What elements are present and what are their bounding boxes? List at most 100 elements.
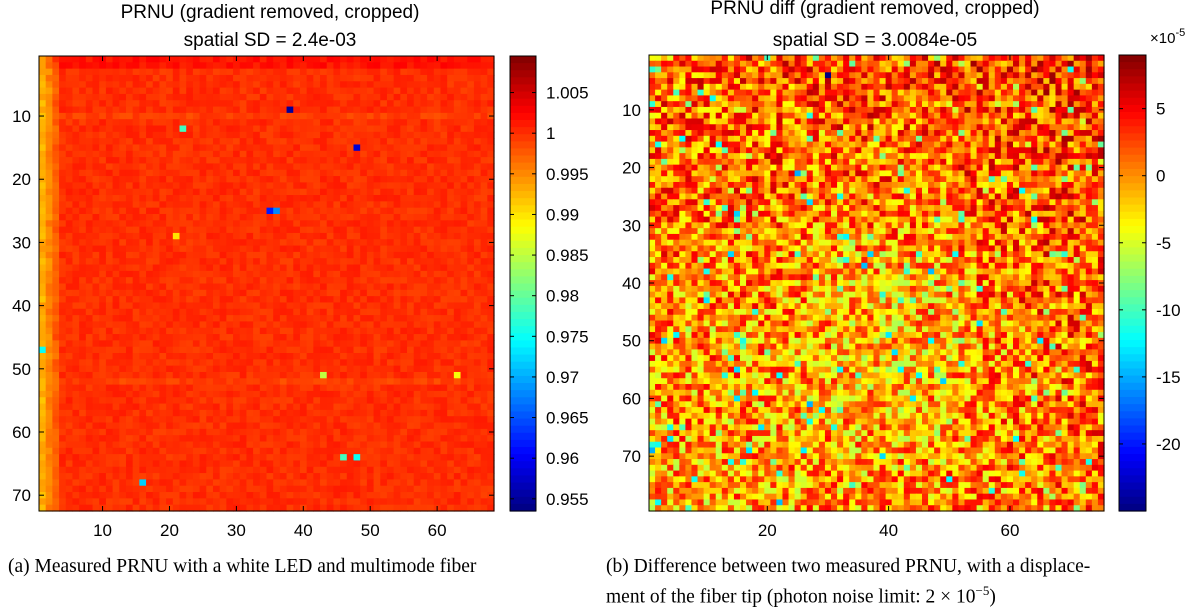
heatmap-cell [461, 195, 468, 202]
heatmap-cell [300, 315, 307, 322]
heatmap-cell [206, 214, 213, 221]
heatmap-cell [200, 284, 207, 291]
heatmap-cell [347, 429, 354, 436]
heatmap-cell [126, 239, 133, 246]
heatmap-cell [99, 252, 106, 259]
heatmap-cell [99, 271, 106, 278]
heatmap-cell [467, 107, 474, 114]
heatmap-cell [414, 277, 421, 284]
heatmap-cell [173, 195, 180, 202]
heatmap-cell [347, 410, 354, 417]
heatmap-cell [360, 284, 367, 291]
heatmap-cell [467, 113, 474, 120]
heatmap-cell [66, 366, 73, 373]
heatmap-cell [133, 277, 140, 284]
heatmap-cell [226, 157, 233, 164]
heatmap-cell [213, 479, 220, 486]
heatmap-cell [414, 208, 421, 215]
heatmap-cell [153, 315, 160, 322]
heatmap-cell [474, 467, 481, 474]
heatmap-cell [260, 157, 267, 164]
heatmap-cell [333, 195, 340, 202]
heatmap-cell [186, 347, 193, 354]
heatmap-cell [353, 492, 360, 499]
heatmap-cell [253, 378, 260, 385]
heatmap-cell [46, 460, 53, 467]
heatmap-cell [119, 138, 126, 145]
x-tick-label: 40 [294, 521, 313, 540]
heatmap-cell [240, 227, 247, 234]
heatmap-cell [146, 448, 153, 455]
heatmap-cell [126, 62, 133, 69]
colorbar-step [510, 355, 536, 363]
heatmap-cell [414, 107, 421, 114]
heatmap-cell [146, 366, 153, 373]
heatmap-cell [481, 227, 488, 234]
heatmap-cell [287, 353, 294, 360]
heatmap-cell [166, 258, 173, 265]
heatmap-cell [139, 113, 146, 120]
heatmap-cell [467, 214, 474, 221]
heatmap-cell [126, 410, 133, 417]
heatmap-cell [66, 492, 73, 499]
heatmap-cell [280, 492, 287, 499]
heatmap-cell [66, 404, 73, 411]
heatmap-cell [86, 334, 93, 341]
heatmap-cell [340, 157, 347, 164]
heatmap-cell [79, 309, 86, 316]
heatmap-cell [307, 416, 314, 423]
heatmap-cell [213, 126, 220, 133]
heatmap-cell [447, 486, 454, 493]
heatmap-cell [481, 410, 488, 417]
heatmap-cell [200, 423, 207, 430]
heatmap-cell [213, 132, 220, 139]
heatmap-cell [387, 296, 394, 303]
heatmap-cell [159, 170, 166, 177]
heatmap-cell [400, 182, 407, 189]
heatmap-cell [273, 385, 280, 392]
heatmap-cell [293, 498, 300, 505]
heatmap-cell [387, 423, 394, 430]
heatmap-cell [93, 132, 100, 139]
heatmap-cell [481, 284, 488, 291]
heatmap-cell [273, 423, 280, 430]
heatmap-cell [99, 448, 106, 455]
heatmap-cell [146, 334, 153, 341]
heatmap-cell [260, 460, 267, 467]
heatmap-cell [440, 479, 447, 486]
heatmap-cell [99, 81, 106, 88]
heatmap-cell [440, 378, 447, 385]
heatmap-cells [39, 56, 495, 512]
heatmap-cell [307, 315, 314, 322]
heatmap-cell [139, 163, 146, 170]
heatmap-cell [253, 277, 260, 284]
heatmap-cell [59, 214, 66, 221]
heatmap-cell [440, 182, 447, 189]
heatmap-cell [66, 81, 73, 88]
heatmap-cell [220, 88, 227, 95]
heatmap-cell [52, 473, 59, 480]
heatmap-cell [253, 391, 260, 398]
heatmap-cell [119, 246, 126, 253]
heatmap-cell [93, 359, 100, 366]
heatmap-cell [246, 479, 253, 486]
heatmap-cell [293, 441, 300, 448]
heatmap-cell [320, 176, 327, 183]
heatmap-cell [146, 321, 153, 328]
heatmap-cell [213, 176, 220, 183]
heatmap-cell [113, 423, 120, 430]
heatmap-cell [39, 435, 46, 442]
heatmap-cell [353, 284, 360, 291]
heatmap-cell [454, 62, 461, 69]
heatmap-cell [79, 258, 86, 265]
heatmap-cell [427, 239, 434, 246]
heatmap-cell [474, 410, 481, 417]
heatmap-cell [387, 138, 394, 145]
heatmap-cell [240, 454, 247, 461]
heatmap-cell [66, 315, 73, 322]
heatmap-cell [353, 404, 360, 411]
heatmap-cell [273, 132, 280, 139]
heatmap-cell [139, 486, 146, 493]
heatmap-cell [474, 385, 481, 392]
heatmap-cell [139, 126, 146, 133]
